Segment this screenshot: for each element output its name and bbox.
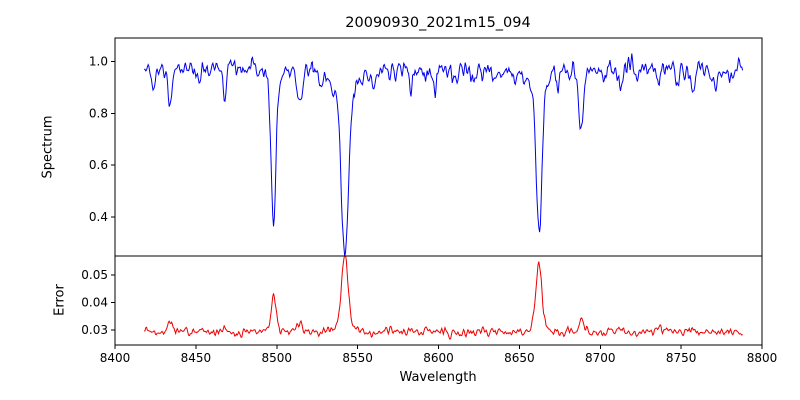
- x-axis-label: Wavelength: [399, 370, 477, 385]
- x-tick-label: 8500: [261, 351, 292, 365]
- x-tick-label: 8700: [585, 351, 616, 365]
- error-y-tick-label: 0.03: [81, 323, 108, 337]
- spectrum-y-tick-label: 0.6: [89, 158, 108, 172]
- error-y-tick-label: 0.05: [81, 268, 108, 282]
- x-tick-label: 8550: [342, 351, 373, 365]
- x-tick-label: 8450: [181, 351, 212, 365]
- spectrum-y-tick-label: 1.0: [89, 54, 108, 68]
- error-y-tick-label: 0.04: [81, 296, 108, 310]
- spectrum-y-tick-label: 0.4: [89, 210, 108, 224]
- x-tick-label: 8800: [747, 351, 778, 365]
- error-line: [144, 256, 743, 340]
- spectrum-line: [144, 53, 744, 256]
- x-tick-label: 8600: [423, 351, 454, 365]
- x-tick-label: 8400: [100, 351, 131, 365]
- x-tick-label: 8750: [666, 351, 697, 365]
- spectrum-y-tick-label: 0.8: [89, 106, 108, 120]
- x-tick-label: 8650: [504, 351, 535, 365]
- chart-title: 20090930_2021m15_094: [345, 15, 531, 31]
